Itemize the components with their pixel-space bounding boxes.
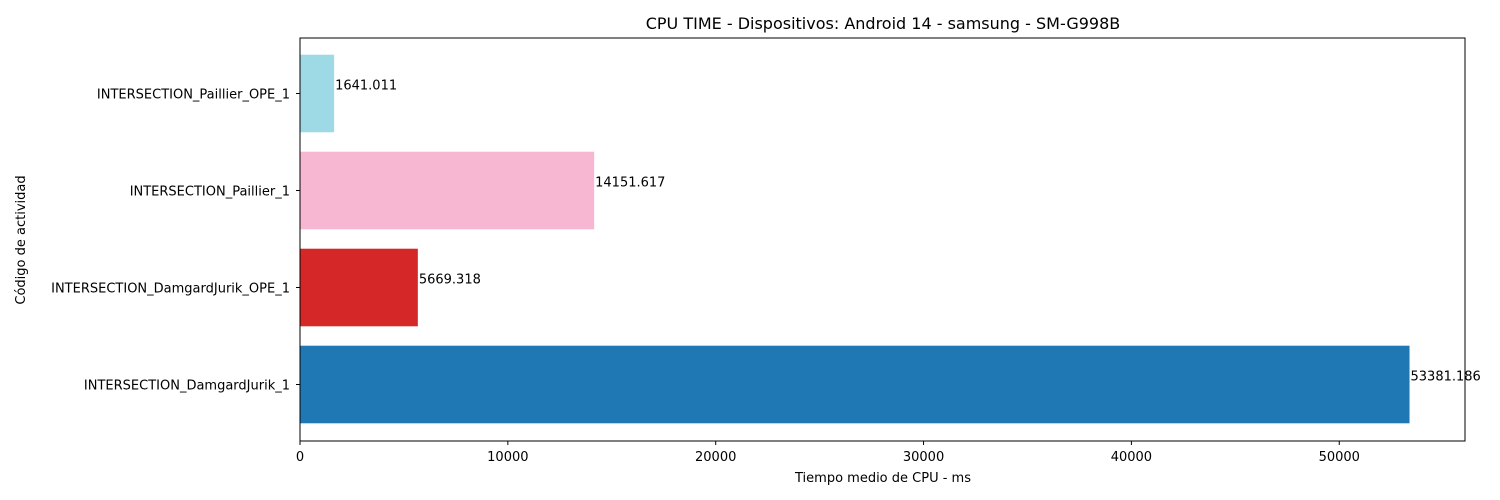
y-tick-label-3: INTERSECTION_Paillier_1	[130, 185, 290, 200]
x-tick-label-6: 50000	[1319, 450, 1360, 465]
x-axis-label: Tiempo medio de CPU - ms	[794, 471, 971, 486]
y-tick-label-2: INTERSECTION_DamgardJurik_OPE_1	[51, 282, 290, 297]
x-tick-label-5: 40000	[1111, 450, 1152, 465]
bar-2	[300, 248, 418, 327]
y-tick-label-4: INTERSECTION_Paillier_OPE_1	[97, 88, 290, 103]
value-label-1: 53381.186	[1411, 370, 1481, 385]
y-axis: INTERSECTION_DamgardJurik_1 INTERSECTION_…	[51, 88, 300, 394]
x-tick-label-3: 20000	[695, 450, 736, 465]
x-tick-label-1: 0	[296, 450, 304, 465]
value-label-2: 5669.318	[419, 273, 481, 288]
value-label-3: 14151.617	[595, 176, 665, 191]
bar-3	[300, 151, 595, 230]
bar-1	[300, 345, 1410, 424]
x-tick-label-2: 10000	[487, 450, 528, 465]
y-tick-label-1: INTERSECTION_DamgardJurik_1	[84, 379, 290, 394]
chart-title: CPU TIME - Dispositivos: Android 14 - sa…	[646, 14, 1121, 33]
bars-layer	[300, 54, 1410, 424]
plot-area-frame	[299, 37, 1466, 442]
x-axis: 0 10000 20000 30000 40000 50000	[296, 441, 1360, 465]
value-label-4: 1641.011	[335, 79, 397, 94]
y-axis-label: Código de actividad	[14, 175, 29, 304]
x-tick-label-4: 30000	[903, 450, 944, 465]
bar-4	[300, 54, 335, 133]
value-labels-layer: 53381.186 5669.318 14151.617 1641.011	[335, 79, 1481, 385]
